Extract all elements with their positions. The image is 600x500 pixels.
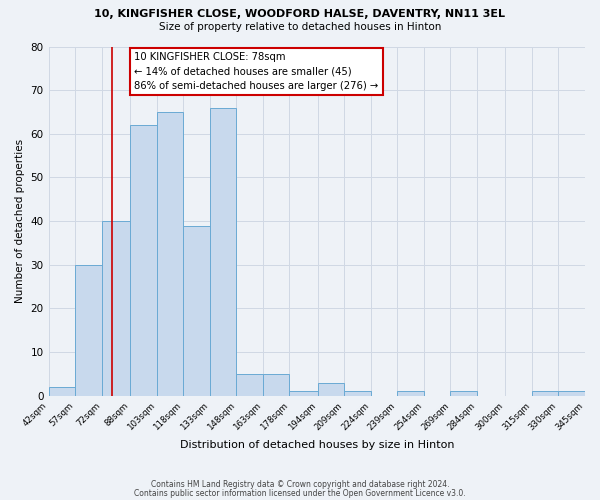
Bar [236,374,263,396]
Text: Size of property relative to detached houses in Hinton: Size of property relative to detached ho… [159,22,441,32]
Bar [209,108,236,396]
Bar [451,392,477,396]
Bar [263,374,289,396]
Bar [532,392,559,396]
Text: 10, KINGFISHER CLOSE, WOODFORD HALSE, DAVENTRY, NN11 3EL: 10, KINGFISHER CLOSE, WOODFORD HALSE, DA… [95,9,505,19]
Bar [130,125,157,396]
Bar [289,392,317,396]
Text: Contains HM Land Registry data © Crown copyright and database right 2024.: Contains HM Land Registry data © Crown c… [151,480,449,489]
X-axis label: Distribution of detached houses by size in Hinton: Distribution of detached houses by size … [179,440,454,450]
Text: 10 KINGFISHER CLOSE: 78sqm
← 14% of detached houses are smaller (45)
86% of semi: 10 KINGFISHER CLOSE: 78sqm ← 14% of deta… [134,52,379,90]
Bar [49,387,75,396]
Bar [157,112,183,396]
Bar [101,221,130,396]
Y-axis label: Number of detached properties: Number of detached properties [15,139,25,303]
Bar [317,382,344,396]
Bar [397,392,424,396]
Bar [183,226,209,396]
Bar [75,265,101,396]
Bar [344,392,371,396]
Bar [559,392,585,396]
Text: Contains public sector information licensed under the Open Government Licence v3: Contains public sector information licen… [134,488,466,498]
